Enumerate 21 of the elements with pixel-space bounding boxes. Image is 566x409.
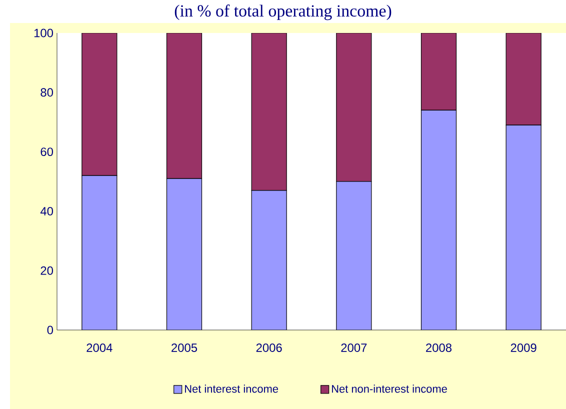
x-tick-label: 2006 <box>256 344 282 352</box>
y-tick-label: 20 <box>40 266 54 275</box>
chart-title: (in % of total operating income) <box>174 4 392 20</box>
x-tick-label: 2009 <box>510 344 536 352</box>
y-tick-label: 80 <box>40 88 54 97</box>
bar <box>252 190 287 330</box>
y-tick-label: 60 <box>40 148 54 156</box>
bar <box>82 176 117 330</box>
bar <box>506 124 542 330</box>
x-tick-label: 2008 <box>426 344 452 352</box>
legend-label: Net interest income <box>185 384 278 393</box>
bar <box>166 178 202 330</box>
y-tick-label: 100 <box>34 28 54 38</box>
y-tick-label: 40 <box>40 206 54 216</box>
legend-label: Net non-interest income <box>332 384 447 393</box>
bar <box>421 110 456 330</box>
bar <box>336 182 372 330</box>
x-tick-label: 2007 <box>341 344 367 352</box>
x-tick-label: 2004 <box>86 344 112 352</box>
y-tick-label: 0 <box>47 326 54 334</box>
x-tick-label: 2005 <box>172 344 198 352</box>
